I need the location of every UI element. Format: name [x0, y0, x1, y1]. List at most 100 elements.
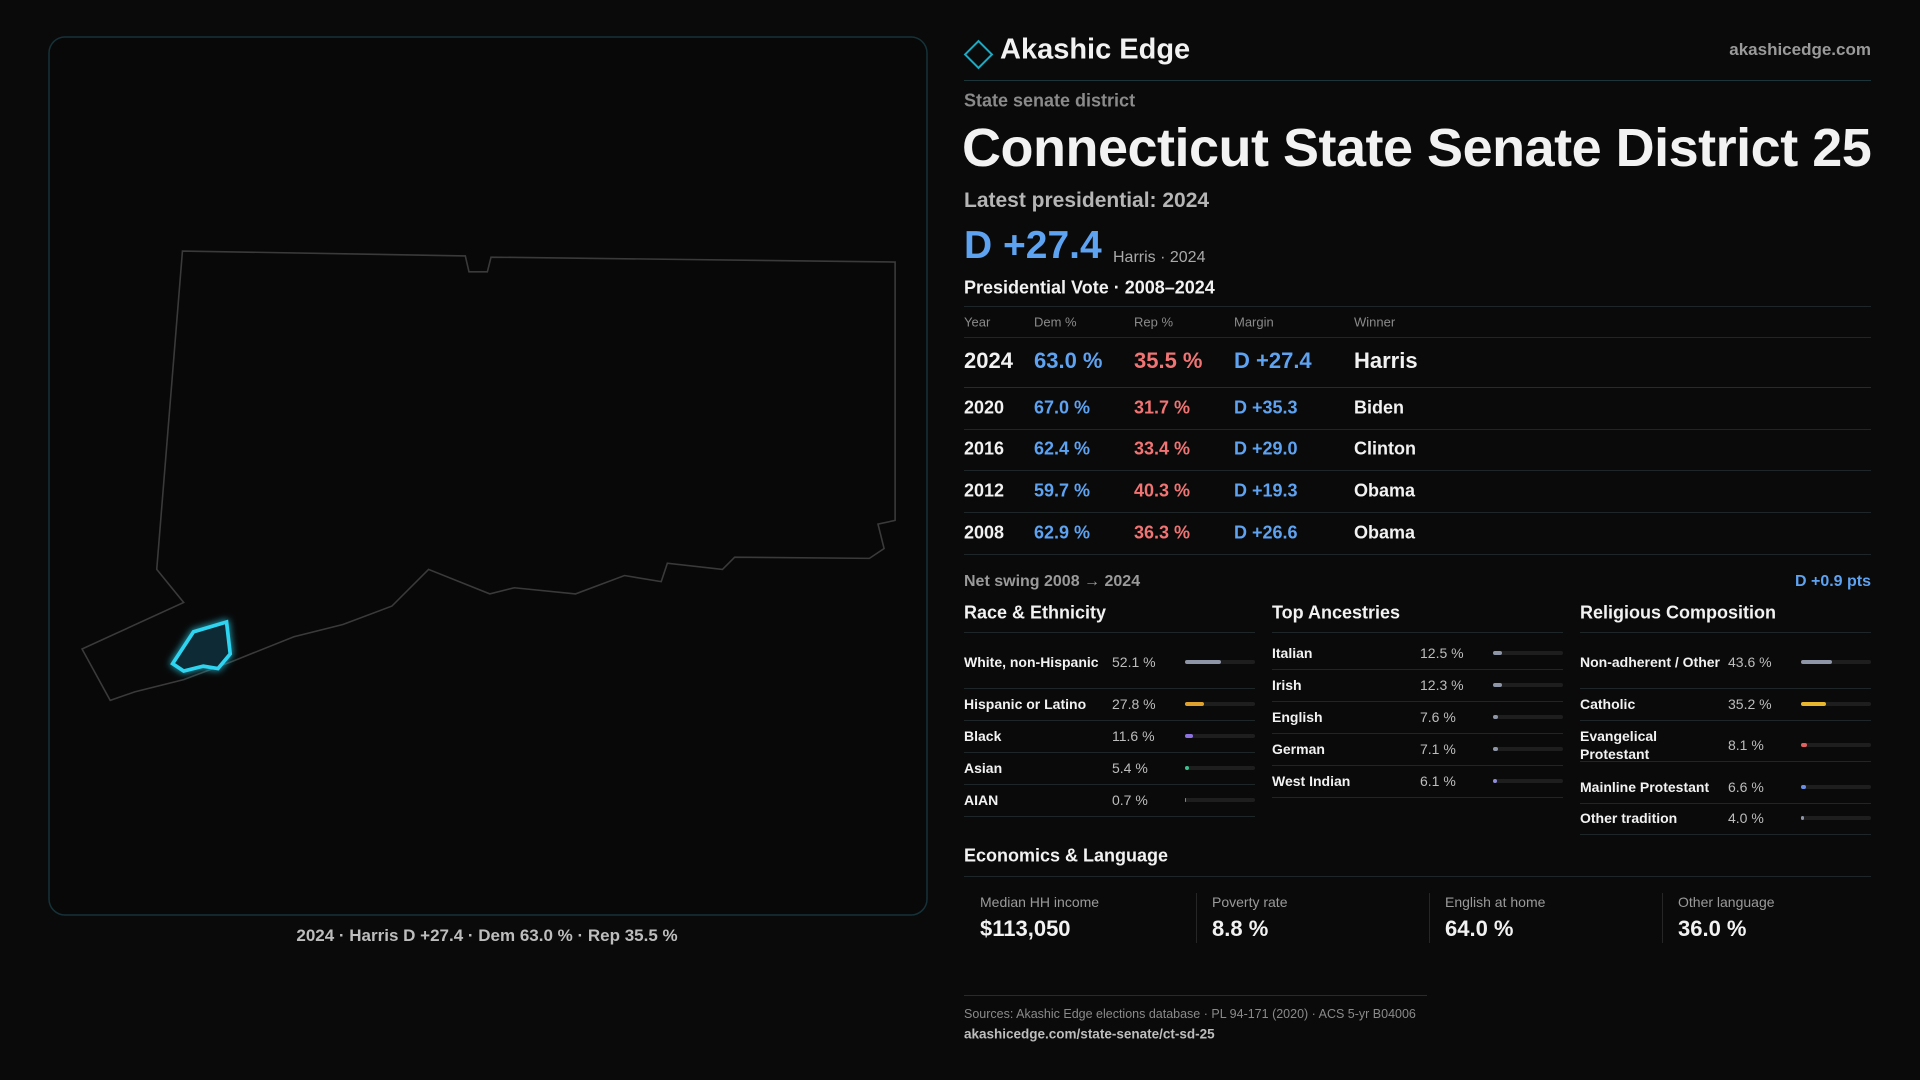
divider	[1272, 632, 1563, 633]
bar	[1801, 660, 1832, 664]
headline-margin: D +27.4	[964, 224, 1102, 267]
divider	[964, 784, 1255, 785]
divider	[1272, 733, 1563, 734]
bar	[1493, 715, 1499, 719]
divider	[964, 429, 1871, 430]
divider	[964, 80, 1871, 81]
divider	[964, 337, 1871, 338]
sources-text: Sources: Akashic Edge elections database…	[964, 1007, 1416, 1021]
bar-track	[1493, 683, 1563, 687]
column-header: Year	[964, 314, 991, 330]
divider	[1272, 797, 1563, 798]
card-label: English at home	[1445, 894, 1546, 910]
table-cell: Obama	[1354, 480, 1416, 501]
bar-track	[1185, 702, 1255, 706]
row-label: White, non-Hispanic	[964, 654, 1099, 670]
bar-track	[1801, 785, 1871, 789]
row-label: Black	[964, 728, 1002, 744]
table-cell: 31.7 %	[1134, 397, 1191, 418]
divider	[1272, 669, 1563, 670]
column-header: Winner	[1354, 314, 1396, 330]
card-label: Other language	[1678, 894, 1775, 910]
row-label: Evangelical Protestant	[1580, 728, 1658, 762]
table-cell: 67.0 %	[1034, 397, 1091, 418]
row-label: English	[1272, 709, 1323, 725]
row-value: 6.6 %	[1728, 779, 1764, 795]
kicker: State senate district	[964, 90, 1136, 111]
bar	[1493, 651, 1502, 655]
card-label: Poverty rate	[1212, 894, 1288, 910]
table-cell: D +35.3	[1234, 397, 1298, 418]
row-label: Catholic	[1580, 696, 1636, 712]
table-cell: 2024	[964, 348, 1013, 373]
sources-url: akashicedge.com/state-senate/ct-sd-25	[964, 1026, 1215, 1042]
bar-track	[1185, 766, 1255, 770]
bar	[1801, 785, 1806, 789]
card-value: 36.0 %	[1678, 916, 1747, 941]
row-label: Asian	[964, 760, 1003, 776]
table-cell: Biden	[1354, 397, 1405, 418]
table-cell: D +29.0	[1234, 438, 1298, 459]
table-cell: 62.9 %	[1034, 522, 1091, 543]
row-value: 35.2 %	[1728, 696, 1772, 712]
bar-track	[1801, 743, 1871, 747]
bar-track	[1801, 816, 1871, 820]
bar-track	[1493, 715, 1563, 719]
divider	[964, 306, 1871, 307]
row-label: Hispanic or Latino	[964, 696, 1087, 712]
page-title: Connecticut State Senate District 25	[962, 118, 1872, 178]
map-panel	[48, 36, 928, 916]
swing-label: Net swing 2008 → 2024	[964, 573, 1141, 590]
row-value: 7.1 %	[1420, 741, 1456, 757]
divider	[964, 876, 1871, 877]
row-value: 5.4 %	[1112, 760, 1148, 776]
headline-note: Harris · 2024	[1113, 249, 1206, 266]
table-cell: 33.4 %	[1134, 438, 1191, 459]
table-cell: 2008	[964, 522, 1005, 543]
divider	[1580, 632, 1871, 633]
district-shape[interactable]	[170, 619, 233, 674]
card-divider	[1429, 893, 1430, 943]
row-value: 11.6 %	[1112, 728, 1155, 744]
divider	[964, 688, 1255, 689]
row-label: Italian	[1272, 645, 1313, 661]
table-cell: 35.5 %	[1134, 348, 1203, 373]
row-value: 8.1 %	[1728, 737, 1764, 753]
row-label: West Indian	[1272, 773, 1351, 789]
divider	[1580, 688, 1871, 689]
bar	[1493, 747, 1498, 751]
divider	[964, 632, 1255, 633]
card-value: 64.0 %	[1445, 916, 1514, 941]
table-cell: 59.7 %	[1034, 480, 1091, 501]
divider	[964, 995, 1427, 996]
row-value: 12.3 %	[1420, 677, 1464, 693]
bar-track	[1185, 734, 1255, 738]
bar-track	[1493, 651, 1563, 655]
table-cell: D +19.3	[1234, 480, 1298, 501]
panel-title: Race & Ethnicity	[964, 602, 1107, 623]
table-cell: D +26.6	[1234, 522, 1298, 543]
card-divider	[1196, 893, 1197, 943]
row-label: Other tradition	[1580, 810, 1678, 826]
divider	[964, 752, 1255, 753]
column-header: Margin	[1234, 314, 1274, 330]
row-label: Irish	[1272, 677, 1302, 693]
divider	[964, 816, 1255, 817]
row-label: AIAN	[964, 792, 999, 808]
table-cell: 62.4 %	[1034, 438, 1091, 459]
divider	[964, 720, 1255, 721]
latest-label: Latest presidential: 2024	[964, 189, 1210, 212]
column-header: Rep %	[1134, 314, 1174, 330]
row-value: 43.6 %	[1728, 654, 1772, 670]
swing-value: D +0.9 pts	[1794, 573, 1871, 590]
divider	[964, 470, 1871, 471]
table-cell: Clinton	[1354, 438, 1416, 459]
table-cell: 2016	[964, 438, 1005, 459]
table-cell: D +27.4	[1234, 348, 1312, 373]
table-cell: 2020	[964, 397, 1005, 418]
table-cell: 36.3 %	[1134, 522, 1191, 543]
site-url: akashicedge.com	[1729, 40, 1871, 59]
panel-title: Top Ancestries	[1272, 602, 1401, 623]
